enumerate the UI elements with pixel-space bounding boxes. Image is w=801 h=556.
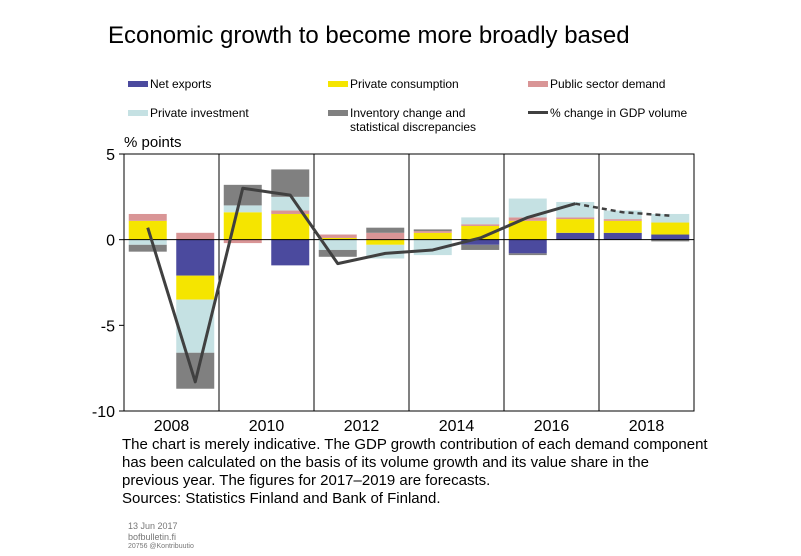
footer: 13 Jun 2017 bofbulletin.fi 20756 @Kontri… — [128, 521, 194, 551]
y-axis-unit-label: % points — [124, 134, 182, 151]
bar-segment — [271, 210, 310, 214]
note-line-2: has been calculated on the basis of its … — [122, 454, 649, 471]
y-tick-label: 0 — [106, 233, 115, 250]
bar-segment — [508, 239, 547, 254]
bar-segment — [318, 237, 357, 240]
x-tick-label: 2008 — [154, 418, 190, 435]
bar-segment — [223, 212, 262, 240]
bar-segment — [651, 213, 690, 223]
x-tick-label: 2010 — [249, 418, 285, 435]
bar-segment — [651, 239, 690, 242]
bar-segment — [603, 232, 642, 240]
bar-segment — [128, 239, 167, 245]
bar-segment — [176, 239, 215, 276]
legend-net-exports: Net exports — [128, 77, 211, 91]
bar-segment — [413, 231, 452, 233]
bar-segment — [651, 222, 690, 235]
chart-note: The chart is merely indicative. The GDP … — [122, 436, 782, 508]
bar-segment — [603, 210, 642, 220]
bar-segment — [556, 219, 595, 233]
legend-swatch-private-investment — [128, 110, 148, 116]
legend-swatch-gdp-volume — [528, 111, 548, 114]
legend-inventory-change: Inventory change and statistical discrep… — [328, 106, 498, 134]
footer-credit: 20756 @Kontribuutio — [128, 543, 194, 550]
bar-segment — [461, 224, 500, 226]
x-tick-label: 2018 — [629, 418, 665, 435]
x-tick-label: 2012 — [344, 418, 380, 435]
legend-label-private-consumption: Private consumption — [350, 77, 459, 91]
bar-segment — [508, 217, 547, 221]
bar-segment — [176, 275, 215, 300]
bar-segment — [318, 249, 357, 257]
bar-segment — [603, 220, 642, 233]
bar-segment — [176, 232, 215, 240]
legend-label-public-sector-demand: Public sector demand — [550, 77, 666, 91]
note-line-3: previous year. The figures for 2017–2019… — [122, 472, 491, 489]
bar-segment — [556, 232, 595, 240]
legend-label-gdp-volume: % change in GDP volume — [550, 106, 688, 120]
y-tick-label: 5 — [106, 147, 115, 164]
bar-segment — [461, 225, 500, 240]
bar-segment — [413, 232, 452, 240]
bar-segment — [413, 229, 452, 232]
legend-swatch-net-exports — [128, 81, 148, 87]
x-tick-label: 2014 — [439, 418, 475, 435]
legend-swatch-private-consumption — [328, 81, 348, 87]
legend-private-investment: Private investment — [128, 106, 249, 120]
bar-segment — [223, 205, 262, 213]
legend-label-private-investment: Private investment — [150, 106, 249, 120]
bar-segment — [556, 217, 595, 220]
bar-segment — [461, 239, 500, 245]
bar-segment — [508, 253, 547, 256]
footer-date: 13 Jun 2017 — [128, 521, 178, 531]
y-tick-label: -10 — [92, 404, 115, 421]
bar-segment — [508, 220, 547, 240]
legend-swatch-public-sector-demand — [528, 81, 548, 87]
legend-swatch-inventory-change — [328, 110, 348, 116]
legend-label-net-exports: Net exports — [150, 77, 212, 91]
bar-segment — [366, 239, 405, 245]
bar-segment — [271, 213, 310, 240]
note-line-4: Sources: Statistics Finland and Bank of … — [122, 490, 441, 507]
bar-segment — [128, 213, 167, 221]
bar-segment — [318, 239, 357, 250]
bar-segment — [366, 227, 405, 233]
x-tick-label: 2016 — [534, 418, 570, 435]
footer-site: bofbulletin.fi — [128, 532, 177, 542]
gdp-line-forecast — [575, 202, 671, 217]
chart-title: Economic growth to become more broadly b… — [108, 22, 630, 49]
y-tick-label: -5 — [101, 318, 115, 335]
note-line-1: The chart is merely indicative. The GDP … — [122, 436, 708, 453]
bar-segment — [651, 234, 690, 240]
bar-segment — [223, 239, 262, 244]
legend-private-consumption: Private consumption — [328, 77, 459, 91]
bar-segment — [128, 244, 167, 252]
bar-segment — [318, 234, 357, 238]
legend-label-inventory-change: Inventory change and statistical discrep… — [350, 106, 477, 134]
bar-segment — [508, 198, 547, 218]
bar-segment — [461, 217, 500, 225]
bar-segment — [603, 219, 642, 221]
gdp-line — [146, 186, 576, 384]
bar-segment — [271, 196, 310, 211]
bar-segment — [461, 244, 500, 250]
bar-segment — [366, 232, 405, 240]
legend-public-sector-demand: Public sector demand — [528, 77, 665, 91]
bar-segment — [271, 239, 310, 266]
legend-gdp-volume: % change in GDP volume — [528, 106, 687, 120]
